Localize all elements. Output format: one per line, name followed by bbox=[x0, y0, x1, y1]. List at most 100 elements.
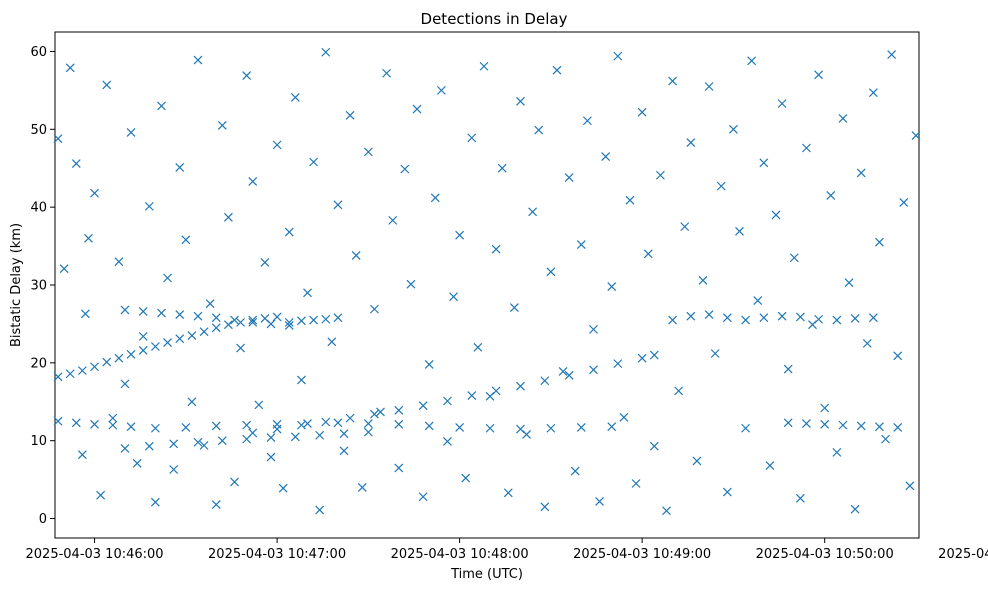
point-noise-44 bbox=[315, 505, 325, 515]
point-track-low-flat-20 bbox=[607, 422, 617, 432]
point-track-rising-A-10 bbox=[175, 334, 185, 344]
point-track-late-low-1 bbox=[802, 419, 811, 428]
point-track-falling-B-3 bbox=[175, 310, 185, 320]
point-noise-75 bbox=[503, 488, 513, 498]
point-track-low-flat-19 bbox=[576, 423, 586, 432]
point-noise-81 bbox=[540, 502, 550, 512]
point-noise-142 bbox=[911, 131, 921, 140]
point-noise-58 bbox=[400, 164, 410, 174]
point-noise-124 bbox=[802, 143, 811, 153]
point-track-rising-main-1 bbox=[272, 424, 282, 434]
point-track-rising-A-11 bbox=[187, 331, 197, 341]
point-noise-55 bbox=[382, 68, 392, 78]
point-noise-120 bbox=[777, 99, 787, 109]
point-track-rising-A-16 bbox=[248, 315, 258, 325]
point-noise-28 bbox=[217, 120, 227, 130]
point-track-falling-B-2 bbox=[157, 308, 166, 318]
point-track-late-high-5 bbox=[759, 313, 769, 323]
point-track-low-flat-9 bbox=[272, 419, 282, 429]
point-noise-103 bbox=[674, 386, 684, 396]
point-track-rising-A-4 bbox=[102, 357, 112, 367]
point-track-late-low-4 bbox=[856, 421, 866, 431]
point-noise-141 bbox=[905, 481, 915, 491]
point-noise-121 bbox=[783, 364, 793, 374]
point-noise-45 bbox=[321, 47, 331, 57]
point-track-rising-A-9 bbox=[163, 338, 172, 348]
y-tick-label-2: 20 bbox=[30, 356, 47, 371]
point-track-low-dip-4 bbox=[217, 436, 227, 446]
point-track-late-high-7 bbox=[795, 312, 805, 322]
point-track-falling-B-7 bbox=[248, 317, 258, 327]
point-noise-90 bbox=[595, 496, 604, 506]
point-noise-14 bbox=[132, 458, 142, 468]
point-track-rising-A-3 bbox=[90, 362, 99, 372]
point-noise-82 bbox=[546, 267, 556, 277]
point-noise-89 bbox=[589, 324, 598, 334]
point-track-rising-A-6 bbox=[126, 349, 136, 359]
point-noise-126 bbox=[814, 70, 824, 80]
point-track-low-flat-12 bbox=[363, 419, 373, 428]
point-noise-50 bbox=[351, 250, 361, 260]
point-track-low-flat-18 bbox=[546, 423, 556, 433]
point-noise-97 bbox=[637, 107, 647, 117]
point-track-rising-A-7 bbox=[138, 345, 148, 355]
point-noise-47 bbox=[333, 200, 343, 210]
point-noise-107 bbox=[698, 275, 708, 285]
point-noise-86 bbox=[570, 466, 580, 476]
point-noise-49 bbox=[345, 110, 355, 120]
point-noise-139 bbox=[893, 351, 903, 361]
point-track-low-dip-1 bbox=[144, 441, 154, 451]
point-track-rising-main-17 bbox=[649, 350, 659, 360]
point-noise-100 bbox=[655, 170, 665, 180]
point-track-rising-A-0 bbox=[53, 372, 63, 382]
point-noise-117 bbox=[759, 158, 769, 168]
point-noise-88 bbox=[582, 116, 592, 126]
point-noise-87 bbox=[576, 240, 586, 249]
point-noise-69 bbox=[467, 133, 477, 143]
point-track-falling-B-6 bbox=[230, 315, 239, 325]
point-noise-27 bbox=[211, 500, 221, 509]
point-noise-78 bbox=[522, 430, 531, 439]
point-noise-8 bbox=[96, 490, 106, 500]
point-track-low-flat-13 bbox=[394, 419, 404, 429]
point-noise-62 bbox=[424, 359, 434, 369]
point-track-low-flat-8 bbox=[242, 420, 252, 430]
point-noise-95 bbox=[625, 195, 635, 205]
point-noise-76 bbox=[509, 303, 519, 312]
point-noise-42 bbox=[303, 288, 312, 298]
x-tick-label-3: 2025-04-03 10:49:00 bbox=[573, 547, 711, 562]
point-noise-108 bbox=[704, 82, 714, 91]
point-noise-54 bbox=[376, 407, 385, 417]
point-noise-96 bbox=[631, 479, 641, 488]
point-track-falling-B-0 bbox=[120, 305, 130, 315]
point-track-late-low-0 bbox=[783, 418, 793, 428]
point-noise-111 bbox=[722, 487, 732, 497]
point-track-rising-main-15 bbox=[613, 359, 623, 369]
point-noise-102 bbox=[668, 76, 678, 86]
point-track-low-flat-6 bbox=[181, 423, 191, 432]
point-noise-56 bbox=[388, 215, 398, 225]
point-noise-127 bbox=[820, 403, 830, 413]
point-track-late-low-6 bbox=[893, 423, 903, 432]
point-track-low-flat-14 bbox=[424, 421, 434, 431]
point-track-late-high-3 bbox=[722, 313, 732, 323]
point-noise-59 bbox=[406, 279, 416, 289]
point-noise-137 bbox=[881, 434, 890, 444]
point-track-upper-flat-0 bbox=[284, 317, 294, 327]
point-noise-25 bbox=[199, 440, 209, 450]
point-track-rising-main-9 bbox=[467, 391, 477, 400]
point-track-late-low-3 bbox=[838, 420, 848, 430]
point-track-rising-A-2 bbox=[77, 366, 87, 376]
plot-frame bbox=[54, 31, 920, 539]
point-track-low-dip-0 bbox=[120, 444, 130, 453]
point-noise-74 bbox=[497, 163, 507, 173]
x-tick-label-4: 2025-04-03 10:50:00 bbox=[756, 547, 894, 562]
point-noise-2 bbox=[65, 63, 75, 73]
point-noise-65 bbox=[443, 437, 452, 446]
point-noise-61 bbox=[418, 492, 428, 502]
point-track-falling-B-9 bbox=[284, 321, 294, 330]
point-noise-6 bbox=[84, 233, 93, 243]
point-noise-20 bbox=[169, 465, 179, 474]
point-track-low-flat-4 bbox=[126, 422, 136, 432]
